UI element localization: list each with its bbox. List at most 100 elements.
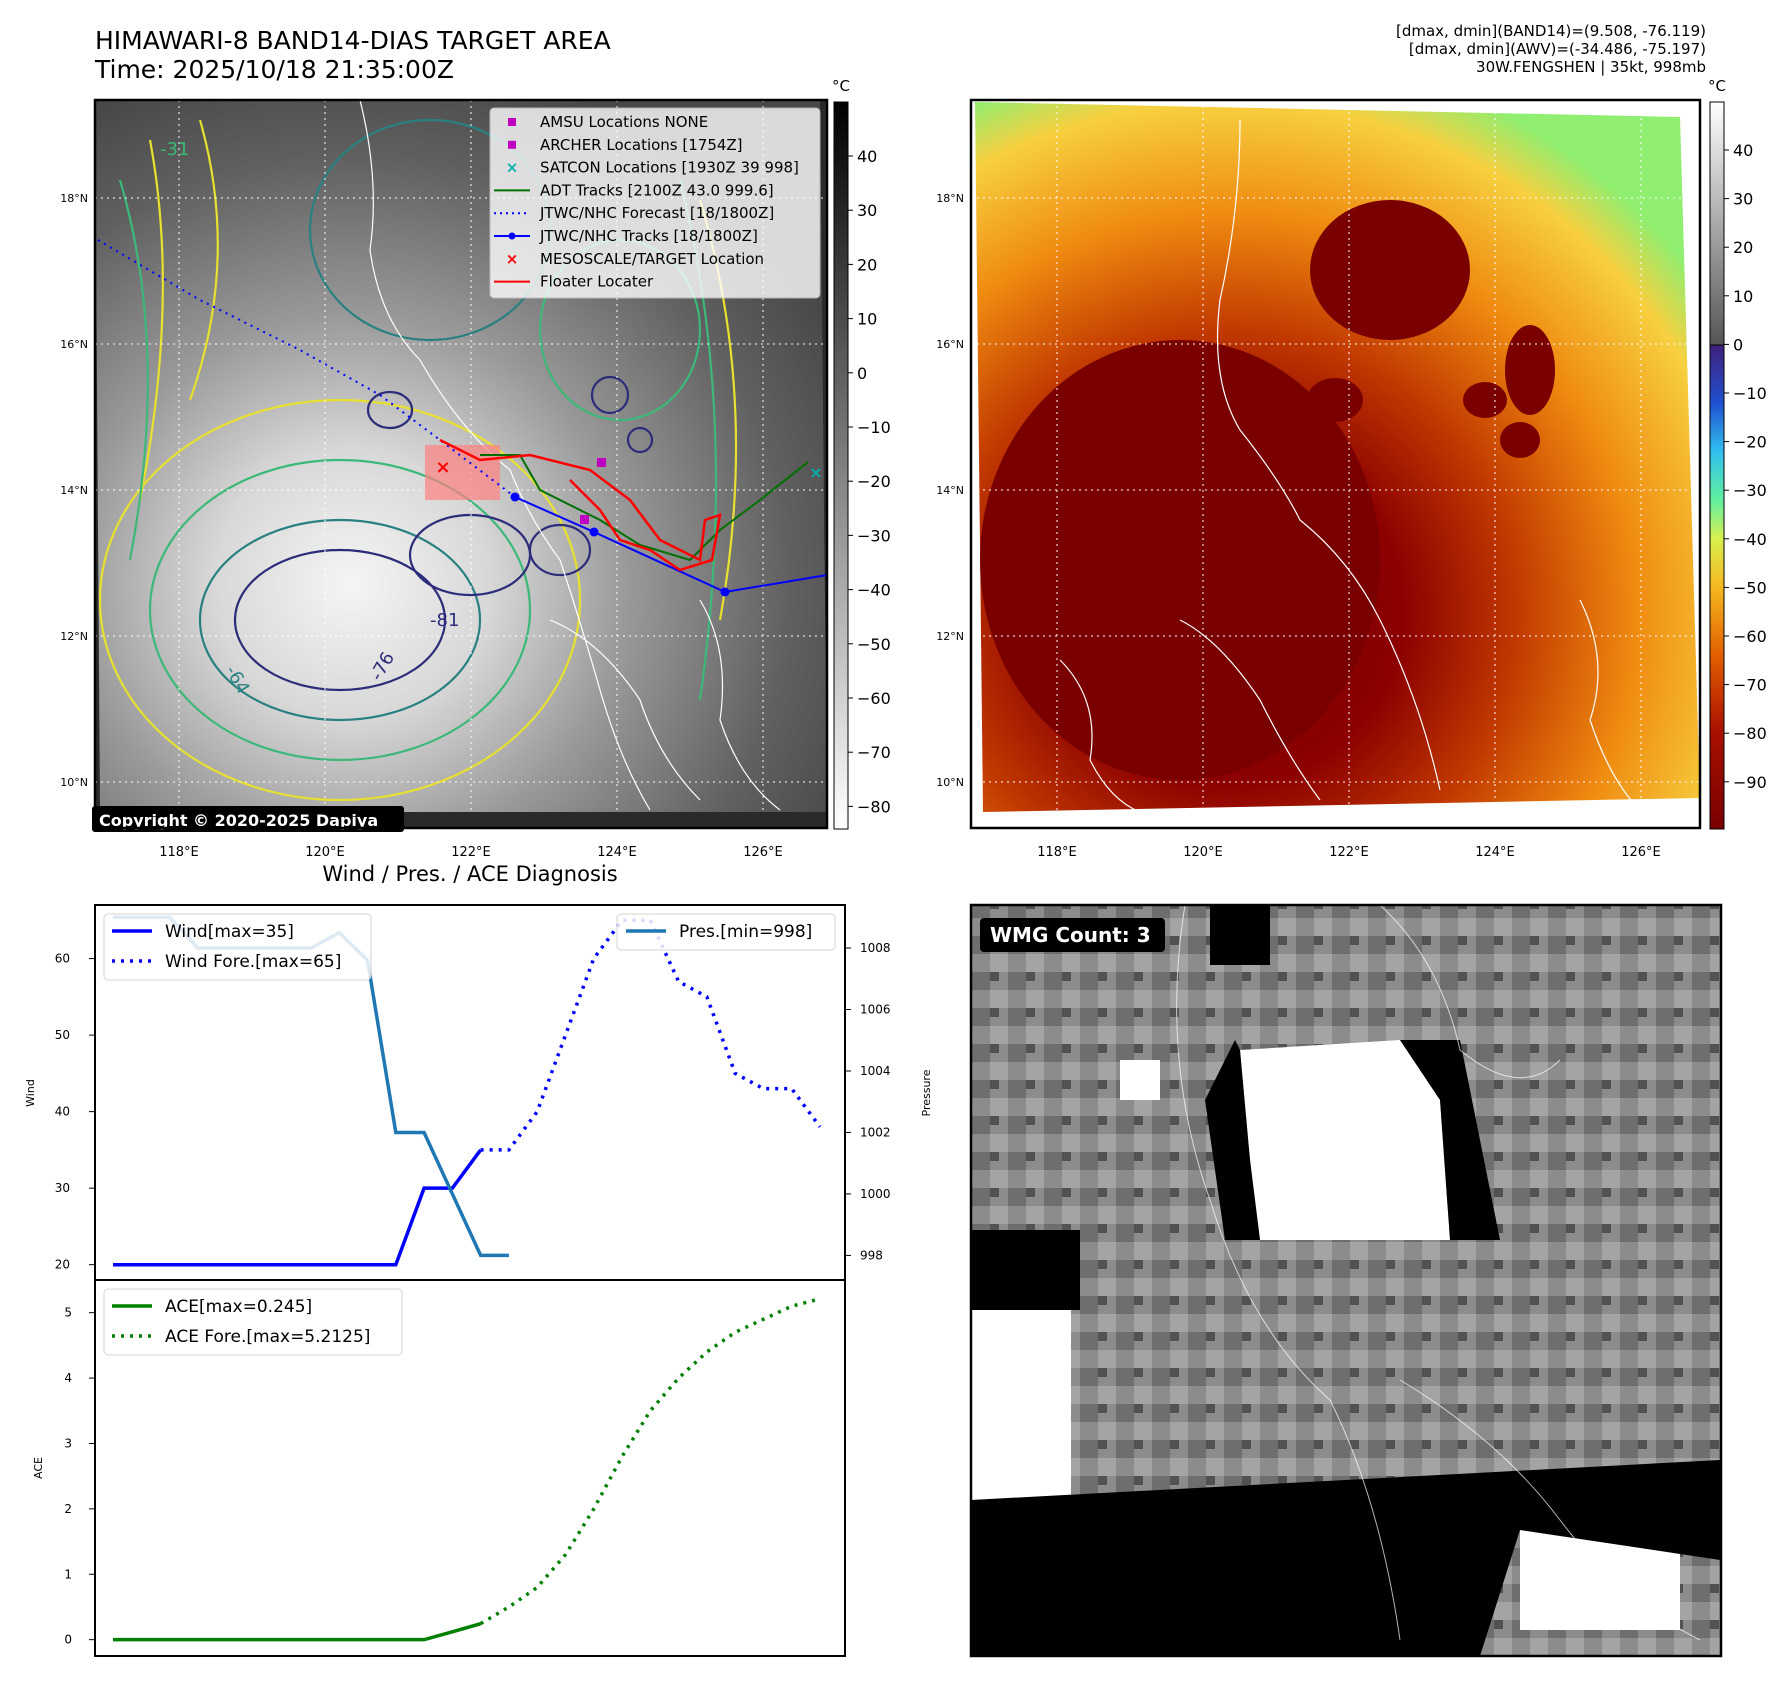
ytick-label: 50 — [55, 1028, 70, 1042]
wind-yticks: 20 30 40 50 60 — [55, 952, 95, 1272]
wmg-white-block — [971, 1310, 1071, 1500]
floater-track-line — [439, 438, 722, 572]
colorbar-tick-label: 0 — [857, 364, 867, 383]
legend-box — [489, 107, 821, 299]
lat-tick: 10°N — [936, 776, 964, 789]
ace-series — [113, 1297, 821, 1642]
colorbar-tick-label: −70 — [1733, 676, 1767, 695]
legend-label: AMSU Locations NONE — [540, 113, 708, 131]
map-legend: AMSU Locations NONE ARCHER Locations [175… — [489, 107, 821, 299]
wmg-black-block — [1400, 1040, 1500, 1240]
series-0-line — [113, 1148, 483, 1267]
colorbar-tick-label: −10 — [1733, 384, 1767, 403]
ytick-label: 60 — [55, 952, 70, 966]
legend-label: JTWC/NHC Tracks [18/1800Z] — [539, 227, 758, 245]
wmg-black-block — [1210, 905, 1270, 965]
colorbar-tick-label: −10 — [857, 418, 891, 437]
legend-label-pressure: Pres.[min=998] — [679, 922, 812, 942]
ytick-label: 3 — [64, 1436, 72, 1450]
colorbar-tick-label: 40 — [1733, 141, 1753, 160]
lat-tick: 12°N — [936, 630, 964, 643]
legend-row: JTWC/NHC Forecast [18/1800Z] — [494, 204, 774, 222]
archer-marker — [580, 515, 589, 524]
ace-yticks: 0 1 2 3 4 5 — [64, 1306, 95, 1647]
colorbar-tick-label: −60 — [1733, 627, 1767, 646]
colorbar-tick-label: 20 — [1733, 238, 1753, 257]
colorbar-tick-label: 40 — [857, 147, 877, 166]
wmg-black-block — [971, 1460, 1720, 1656]
colorbar-tick-label: −40 — [857, 581, 891, 600]
legend-label-wind-forecast: Wind Fore.[max=65] — [165, 952, 341, 972]
forecast-track-line — [97, 239, 516, 498]
awv-cold-cores — [980, 200, 1555, 780]
colorbar-tick-label: 10 — [1733, 287, 1753, 306]
ace-axis-label: ACE — [32, 1457, 45, 1479]
colorbar-tick-label: −30 — [857, 526, 891, 545]
colorbar-tick-label: −20 — [1733, 433, 1767, 452]
legend-row: ARCHER Locations [1754Z] — [508, 136, 743, 154]
colorbar-tick-label: 30 — [1733, 190, 1753, 209]
colorbar-tick-label: −20 — [857, 472, 891, 491]
gray-colorbar-bar — [833, 101, 849, 830]
pressure-legend-box — [616, 913, 836, 951]
legend-label-ace: ACE[max=0.245] — [165, 1297, 312, 1317]
info-line-3: 30W.FENGSHEN | 35kt, 998mb — [1476, 58, 1706, 76]
ir-contours — [98, 118, 738, 802]
color-colorbar-color-segment — [1709, 344, 1725, 830]
ytick-label: 1006 — [860, 1003, 891, 1017]
wind-pressure-chart: 20 30 40 50 60 998 1000 1002 1004 1006 1008 Wind … — [24, 904, 933, 1281]
color-colorbar-gray-segment — [1709, 101, 1725, 346]
colorbar-tick-label: 10 — [857, 310, 877, 329]
legend-marker-x: × — [506, 250, 519, 268]
wmg-count-label: WMG Count: 3 — [990, 923, 1151, 947]
ir-lon-ticks: 118°E 120°E 122°E 124°E 126°E — [159, 845, 783, 860]
colorbar-tick-label: −90 — [1733, 773, 1767, 792]
ir-map-frame — [93, 98, 829, 830]
awv-map-frame — [969, 98, 1702, 830]
colorbar-tick-label: −70 — [857, 743, 891, 762]
wmg-cold-regions — [971, 905, 1720, 1656]
colorbar-tick-label: −50 — [857, 635, 891, 654]
lon-tick: 124°E — [1475, 845, 1515, 860]
adt-track-line — [480, 454, 809, 562]
pressure-axis-label: Pressure — [920, 1069, 933, 1116]
gray-colorbar-ticks: 40 30 20 10 0 −10 −20 −30 −40 −50 −60 −70 −80 — [848, 147, 891, 816]
wmg-frame — [969, 903, 1723, 1658]
title-line-2: Time: 2025/10/18 21:35:00Z — [95, 55, 454, 84]
legend-label-wind: Wind[max=35] — [165, 922, 294, 942]
gray-colorbar: °C 40 30 20 10 0 −10 −20 −30 −40 −50 −60 −70 −80 — [832, 77, 891, 830]
contour-label-81: -81 — [430, 610, 459, 631]
lat-tick: 14°N — [936, 484, 964, 497]
awv-lat-ticks: 18°N 16°N 14°N 12°N 10°N — [936, 192, 964, 789]
colorbar-tick-label: 0 — [1733, 335, 1743, 354]
awv-lon-ticks: 118°E 120°E 122°E 124°E 126°E — [1037, 845, 1661, 860]
lon-tick: 120°E — [1183, 845, 1223, 860]
ir-map-panel: -81 -76 -64 -31 × × — [60, 98, 829, 860]
legend-row: ADT Tracks [2100Z 43.0 999.6] — [494, 181, 774, 199]
lon-tick: 126°E — [1621, 845, 1661, 860]
ytick-label: 0 — [64, 1633, 72, 1647]
lat-tick: 16°N — [60, 338, 88, 351]
legend-row: × SATCON Locations [1930Z 39 998] — [506, 159, 799, 177]
pressure-yticks: 998 1000 1002 1004 1006 1008 — [845, 941, 891, 1262]
legend-row: × MESOSCALE/TARGET Location — [506, 250, 764, 268]
lat-tick: 12°N — [60, 630, 88, 643]
lat-tick: 18°N — [60, 192, 88, 205]
awv-gridlines — [971, 100, 1700, 828]
lon-tick: 120°E — [305, 845, 345, 860]
wmg-black-block — [971, 1230, 1080, 1310]
legend-label: JTWC/NHC Forecast [18/1800Z] — [539, 204, 774, 222]
legend-label-ace-forecast: ACE Fore.[max=5.2125] — [165, 1327, 370, 1347]
ytick-label: 20 — [55, 1258, 70, 1272]
ytick-label: 40 — [55, 1105, 70, 1119]
wmg-coastlines — [1176, 904, 1701, 1641]
copyright-box — [92, 806, 404, 832]
title-line-1: HIMAWARI-8 BAND14-DIAS TARGET AREA — [95, 26, 611, 55]
archer-marker — [597, 458, 606, 467]
legend-label: ADT Tracks [2100Z 43.0 999.6] — [540, 181, 774, 199]
ytick-label: 1002 — [860, 1125, 891, 1139]
ace-series-0-line — [113, 1621, 482, 1642]
lat-tick: 10°N — [60, 776, 88, 789]
colorbar-tick-label: −50 — [1733, 578, 1767, 597]
